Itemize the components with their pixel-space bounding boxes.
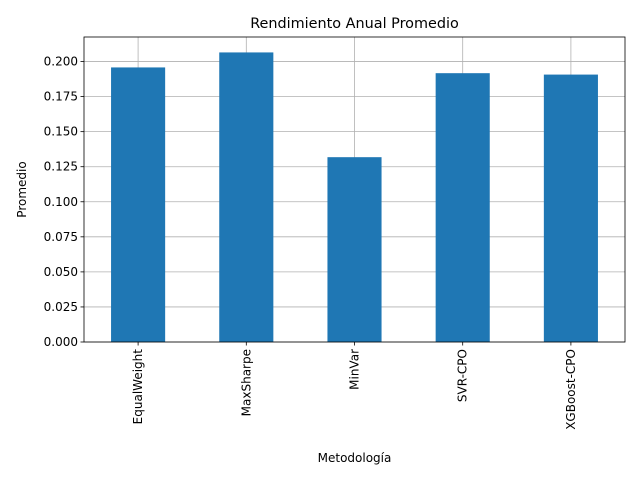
- x-tick-label: EqualWeight: [131, 349, 145, 425]
- y-tick-label: 0.050: [44, 265, 78, 279]
- bar: [327, 157, 382, 342]
- y-tick-label: 0.175: [44, 90, 78, 104]
- y-tick-label: 0.150: [44, 125, 78, 139]
- y-tick-label: 0.000: [44, 335, 78, 349]
- x-tick-label: XGBoost-CPO: [564, 349, 578, 430]
- chart-title: Rendimiento Anual Promedio: [250, 16, 459, 32]
- y-tick-label: 0.025: [44, 300, 78, 314]
- y-tick-label: 0.125: [44, 160, 78, 174]
- bar: [435, 73, 490, 342]
- y-tick-label: 0.100: [44, 195, 78, 209]
- y-axis-label: Promedio: [15, 161, 29, 217]
- y-tick-label: 0.075: [44, 230, 78, 244]
- bar: [111, 67, 166, 343]
- bar: [543, 74, 598, 343]
- y-tick-label: 0.200: [44, 55, 78, 69]
- x-tick-label: MaxSharpe: [239, 349, 253, 416]
- tick-layer: 0.000 0.025 0.050 0.075 0.100 0.125 0.150 0.175…: [44, 55, 578, 430]
- bar-layer: [111, 52, 598, 343]
- x-tick-label: SVR-CPO: [456, 349, 470, 402]
- x-tick-label: MinVar: [348, 349, 362, 390]
- x-axis-label: Metodología: [318, 451, 392, 465]
- bar: [219, 52, 274, 342]
